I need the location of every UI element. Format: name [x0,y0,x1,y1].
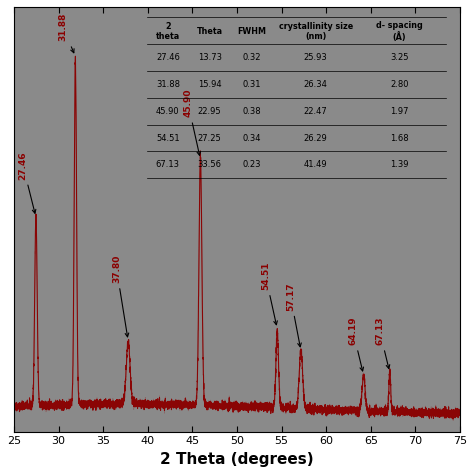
Text: 37.80: 37.80 [112,255,129,337]
Text: 41.49: 41.49 [304,161,328,170]
Text: 67.13: 67.13 [156,161,180,170]
Text: 57.17: 57.17 [286,282,301,347]
Text: 3.25: 3.25 [390,53,409,62]
X-axis label: 2 Theta (degrees): 2 Theta (degrees) [160,452,314,467]
Text: 1.97: 1.97 [390,107,409,116]
Text: 22.95: 22.95 [198,107,221,116]
Text: crystallinity size
(nm): crystallinity size (nm) [279,22,353,41]
Text: 15.94: 15.94 [198,80,221,89]
Text: 31.88: 31.88 [59,13,74,53]
Text: d- spacing
(Å): d- spacing (Å) [376,21,423,42]
Text: 2.80: 2.80 [390,80,409,89]
Text: 0.38: 0.38 [242,107,261,116]
Text: 1.39: 1.39 [390,161,409,170]
Text: 27.46: 27.46 [156,53,180,62]
Text: 13.73: 13.73 [198,53,222,62]
Text: 54.51: 54.51 [156,134,180,143]
Text: FWHM: FWHM [237,27,266,36]
Text: 33.56: 33.56 [198,161,222,170]
Text: 1.68: 1.68 [390,134,409,143]
Text: 25.93: 25.93 [304,53,328,62]
Text: 45.90: 45.90 [156,107,180,116]
Text: Theta: Theta [197,27,223,36]
Text: 22.47: 22.47 [304,107,328,116]
Text: 0.34: 0.34 [242,134,261,143]
Text: 27.25: 27.25 [198,134,221,143]
Text: 0.31: 0.31 [242,80,261,89]
Text: 31.88: 31.88 [156,80,180,89]
Text: 2
theta: 2 theta [156,22,180,41]
Text: 45.90: 45.90 [183,89,201,155]
Text: 64.19: 64.19 [348,317,364,371]
Text: 27.46: 27.46 [18,151,36,213]
Text: 26.29: 26.29 [304,134,328,143]
Text: 0.32: 0.32 [242,53,261,62]
Text: 67.13: 67.13 [375,317,390,369]
Text: 54.51: 54.51 [261,262,277,325]
Text: 0.23: 0.23 [242,161,261,170]
Text: 26.34: 26.34 [304,80,328,89]
